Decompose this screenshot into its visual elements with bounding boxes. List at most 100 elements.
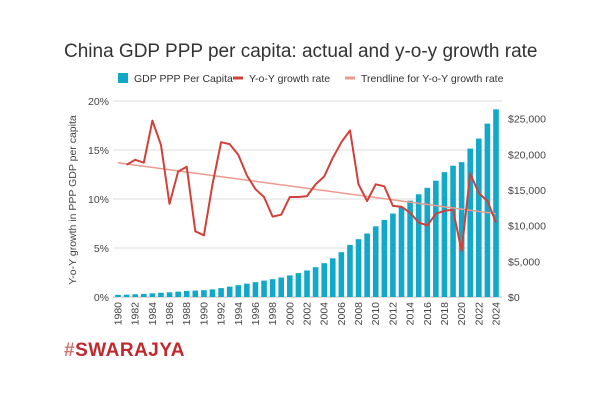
- bar-2016: [424, 187, 431, 297]
- bar-2014: [407, 200, 413, 297]
- legend: GDP PPP Per Capita Y-o-Y growth rate Trend…: [118, 73, 504, 85]
- bar-2003: [312, 267, 319, 297]
- bar-1989: [192, 290, 199, 297]
- trendline: [117, 161, 497, 215]
- bar-2013: [398, 207, 405, 297]
- x-tick-label: 2022: [473, 302, 485, 326]
- bar-1988: [183, 290, 190, 297]
- legend-swatch-bar: [118, 73, 128, 83]
- x-tick-label: 1982: [130, 302, 142, 326]
- bar-1992: [218, 288, 224, 297]
- right-tick-label: $5,000: [508, 256, 540, 268]
- bar-2006: [338, 252, 345, 297]
- x-tick-label: 2002: [302, 302, 314, 326]
- bar-1981: [123, 294, 130, 297]
- y-axis-label: Y-o-Y growth in PPP GDP per capita: [67, 115, 79, 285]
- x-axis: 1980 1982 1984 1986 1988 1990 1992 1994 1996 1998…: [113, 302, 503, 326]
- bar-2002: [304, 270, 310, 297]
- growth-line: [126, 119, 497, 252]
- bar-1996: [252, 282, 259, 297]
- right-tick-label: $15,000: [508, 185, 546, 197]
- swarajya-logo: #SWARAJYA: [64, 340, 185, 362]
- bar-series: [115, 109, 499, 297]
- x-tick-label: 2014: [405, 302, 417, 326]
- bar-1983: [140, 293, 147, 297]
- growth-line-series: [126, 119, 497, 252]
- bar-2021: [467, 148, 474, 297]
- bar-1986: [166, 292, 173, 297]
- legend-swatch-line: [233, 76, 243, 80]
- left-tick-label: 20%: [88, 96, 109, 108]
- right-tick-label: $0: [508, 292, 520, 304]
- bar-1993: [226, 286, 233, 297]
- right-tick-label: $25,000: [508, 114, 546, 126]
- bar-2005: [329, 258, 336, 297]
- x-tick-label: 2024: [491, 302, 503, 326]
- x-tick-label: 1996: [250, 302, 262, 326]
- bar-1998: [269, 279, 276, 297]
- x-tick-label: 1988: [181, 302, 193, 326]
- left-axis: 0% 5% 10% 15% 20%: [88, 96, 109, 304]
- left-tick-label: 5%: [94, 243, 109, 255]
- bar-1984: [149, 293, 156, 297]
- right-axis: $0 $5,000 $10,000 $15,000 $20,000 $25,000: [508, 114, 546, 304]
- chart-title: China GDP PPP per capita: actual and y-o…: [64, 41, 538, 62]
- legend-label: GDP PPP Per Capita: [134, 73, 233, 85]
- bar-2000: [287, 275, 293, 297]
- bar-2023: [484, 123, 491, 297]
- bar-2012: [390, 213, 396, 297]
- bar-2015: [415, 194, 422, 297]
- bar-2004: [321, 263, 327, 297]
- bar-2020: [458, 162, 465, 297]
- right-tick-label: $10,000: [508, 221, 546, 233]
- legend-item: Y-o-Y growth rate: [233, 73, 330, 85]
- bar-2018: [441, 172, 448, 297]
- x-tick-label: 2018: [439, 302, 451, 326]
- bar-2017: [433, 180, 439, 297]
- bar-1991: [209, 289, 216, 297]
- bar-2009: [364, 233, 370, 297]
- left-tick-label: 10%: [88, 194, 109, 206]
- x-tick-label: 1984: [147, 302, 159, 326]
- trendline-series: [117, 161, 497, 215]
- bar-2010: [372, 226, 379, 297]
- bar-2011: [381, 219, 388, 297]
- bar-1987: [175, 291, 181, 297]
- x-tick-label: 2020: [456, 302, 468, 326]
- legend-item: Trendline for Y-o-Y growth rate: [345, 73, 504, 85]
- legend-label: Y-o-Y growth rate: [249, 73, 330, 85]
- legend-swatch-line: [345, 76, 355, 80]
- x-tick-label: 2006: [336, 302, 348, 326]
- bar-1990: [201, 290, 207, 297]
- x-tick-label: 2010: [370, 302, 382, 326]
- left-tick-label: 0%: [94, 292, 109, 304]
- x-tick-label: 2004: [319, 302, 331, 326]
- x-tick-label: 1998: [267, 302, 279, 326]
- x-tick-label: 1986: [164, 302, 176, 326]
- x-tick-label: 1992: [216, 302, 228, 326]
- bar-1985: [158, 292, 164, 297]
- x-tick-label: 1994: [233, 302, 245, 326]
- bar-2019: [450, 165, 456, 297]
- x-tick-label: 2012: [387, 302, 399, 326]
- x-tick-label: 2008: [353, 302, 365, 326]
- bar-2008: [355, 239, 362, 297]
- bar-1997: [261, 280, 267, 297]
- bar-2024: [493, 109, 499, 297]
- logo-hash: #: [64, 340, 76, 361]
- left-tick-label: 15%: [88, 145, 109, 157]
- x-tick-label: 2016: [422, 302, 434, 326]
- bar-2001: [295, 273, 302, 297]
- bar-1994: [235, 285, 242, 297]
- bar-2007: [347, 244, 353, 297]
- bar-1982: [132, 294, 138, 297]
- x-tick-label: 1990: [198, 302, 210, 326]
- bar-1995: [244, 283, 250, 297]
- right-tick-label: $20,000: [508, 149, 546, 161]
- bar-1980: [115, 294, 121, 297]
- bar-1999: [278, 277, 285, 297]
- x-tick-label: 1980: [113, 302, 125, 326]
- bar-2022: [476, 138, 482, 297]
- x-tick-label: 2000: [284, 302, 296, 326]
